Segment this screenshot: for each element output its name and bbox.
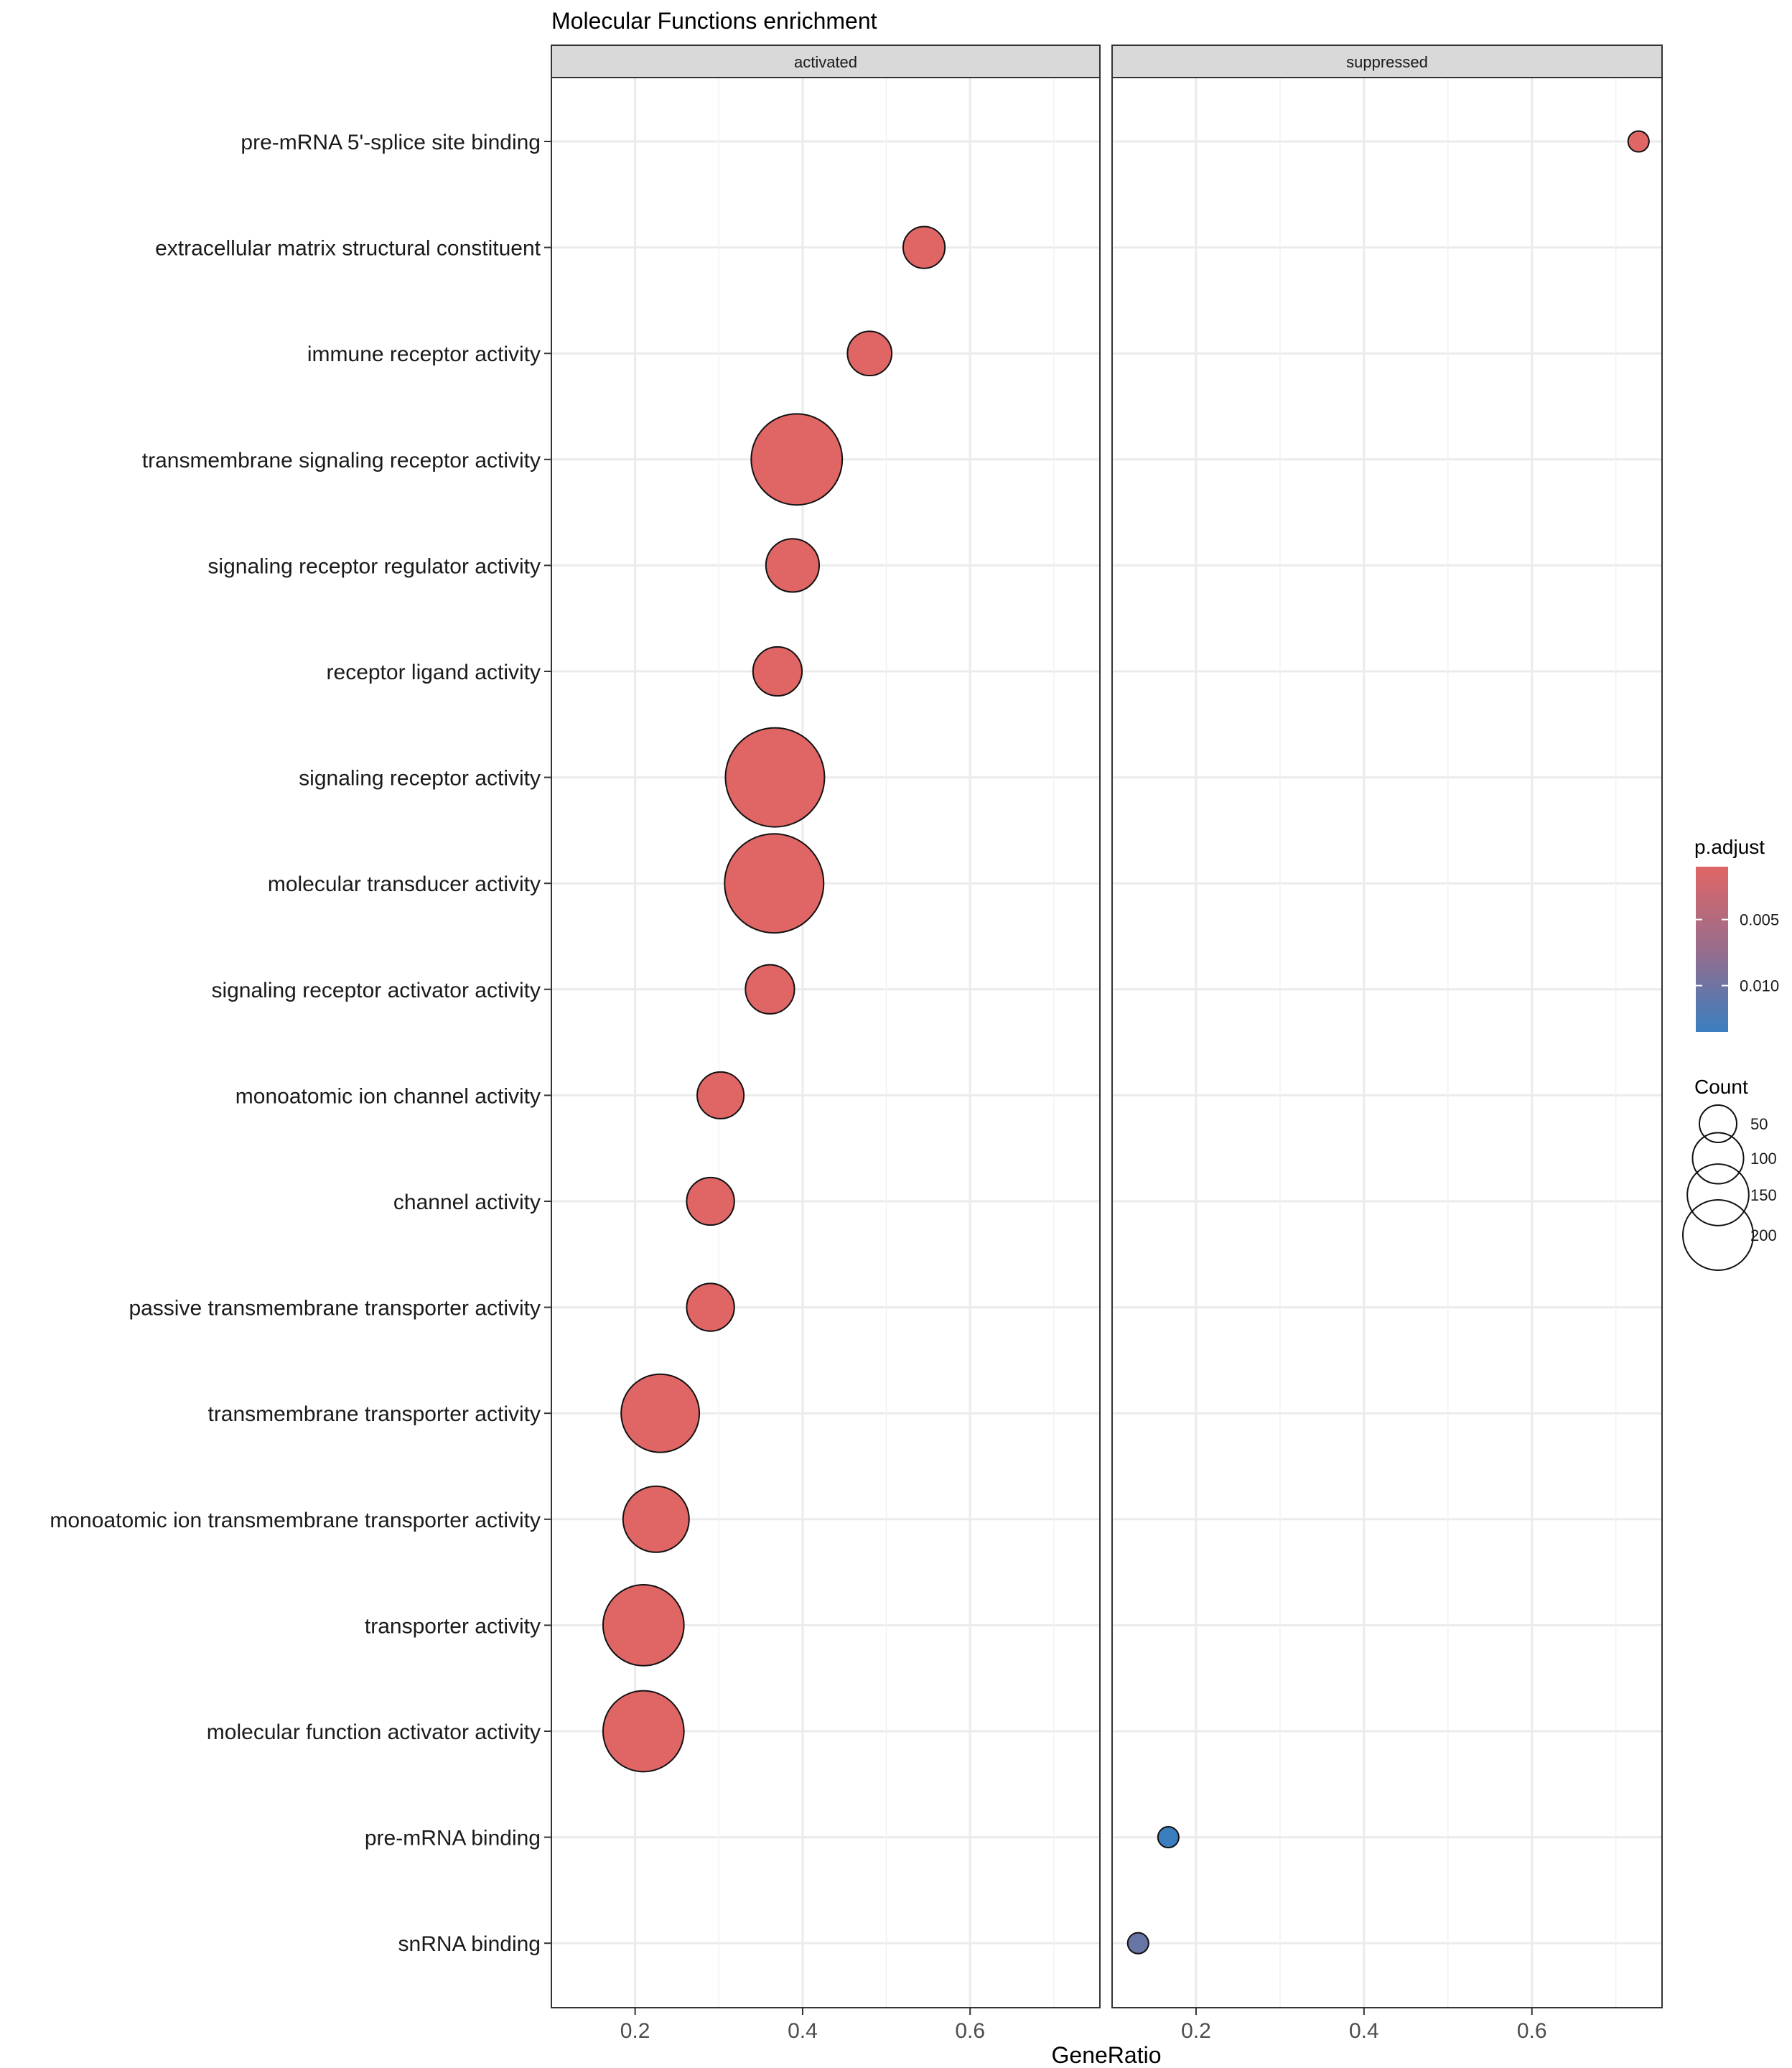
size-legend-circle bbox=[1682, 1199, 1754, 1271]
y-tick-label: molecular transducer activity bbox=[268, 872, 541, 896]
x-tick-label: 0.6 bbox=[1517, 2019, 1547, 2043]
data-point bbox=[750, 413, 844, 506]
size-legend-title: Count bbox=[1694, 1076, 1748, 1098]
x-axis-activated: 0.2 0.4 0.6 bbox=[620, 2008, 985, 2043]
data-point bbox=[622, 1485, 690, 1553]
color-legend-tick-label: 0.010 bbox=[1740, 977, 1779, 995]
x-tick-label: 0.6 bbox=[955, 2019, 985, 2043]
y-tick-label: molecular function activator activity bbox=[207, 1720, 541, 1744]
y-tick-label: transporter activity bbox=[365, 1614, 541, 1638]
size-legend-keys: 50 100 150 200 bbox=[1682, 1104, 1777, 1271]
color-legend-ticks: 0.005 0.010 bbox=[1696, 911, 1779, 995]
data-point bbox=[686, 1176, 735, 1226]
facet-panel-activated: activated 0.2 0.4 0.6 bbox=[551, 45, 1101, 2043]
data-point bbox=[696, 1071, 745, 1119]
color-legend: p.adjust 0.005 0.010 bbox=[1694, 836, 1779, 1032]
data-point bbox=[602, 1584, 685, 1667]
data-point bbox=[1126, 1932, 1149, 1955]
data-point bbox=[724, 833, 825, 934]
grid-lines-suppressed bbox=[1111, 78, 1662, 2008]
y-tick-label: signaling receptor activator activity bbox=[211, 979, 541, 1002]
y-tick-label: signaling receptor activity bbox=[299, 767, 541, 791]
data-point bbox=[602, 1690, 685, 1773]
data-point bbox=[620, 1373, 701, 1453]
x-tick-label: 0.4 bbox=[1349, 2019, 1379, 2043]
size-legend-circle bbox=[1691, 1132, 1745, 1185]
y-tick-label: receptor ligand activity bbox=[327, 661, 541, 684]
data-point bbox=[902, 225, 946, 269]
chart-title: Molecular Functions enrichment bbox=[551, 8, 877, 34]
size-legend-label: 200 bbox=[1750, 1226, 1777, 1244]
color-legend-bar bbox=[1696, 867, 1728, 1032]
points-activated bbox=[602, 225, 946, 1773]
y-tick-label: immune receptor activity bbox=[307, 343, 541, 366]
size-legend-label: 50 bbox=[1750, 1115, 1768, 1133]
x-tick-label: 0.2 bbox=[620, 2019, 650, 2043]
y-tick-label: extracellular matrix structural constitu… bbox=[155, 237, 541, 261]
panel-border-activated bbox=[551, 77, 1101, 2008]
y-tick-label: transmembrane signaling receptor activit… bbox=[142, 449, 541, 472]
facet-strip-activated bbox=[551, 45, 1101, 78]
size-legend-circle bbox=[1686, 1163, 1750, 1226]
data-point bbox=[724, 727, 826, 828]
y-tick-label: monoatomic ion channel activity bbox=[235, 1084, 541, 1108]
y-tick-label: monoatomic ion transmembrane transporter… bbox=[50, 1509, 541, 1532]
panel-border-suppressed bbox=[1111, 77, 1663, 2008]
y-tick-label: signaling receptor regulator activity bbox=[207, 554, 541, 578]
points-suppressed bbox=[1126, 130, 1650, 1955]
facet-strip-label-activated: activated bbox=[794, 53, 857, 71]
data-point bbox=[1627, 130, 1650, 153]
data-point bbox=[765, 538, 821, 593]
x-tick-label: 0.2 bbox=[1181, 2019, 1211, 2043]
x-axis-title: GeneRatio bbox=[1052, 2042, 1162, 2068]
data-point bbox=[752, 646, 803, 697]
data-point bbox=[846, 330, 893, 377]
y-tick-label: channel activity bbox=[393, 1191, 541, 1214]
y-tick-label: passive transmembrane transporter activi… bbox=[129, 1297, 541, 1321]
color-legend-title: p.adjust bbox=[1694, 836, 1765, 858]
data-point bbox=[745, 964, 795, 1015]
data-point bbox=[1157, 1826, 1180, 1849]
facet-strip-label-suppressed: suppressed bbox=[1346, 53, 1428, 71]
size-legend-circle bbox=[1699, 1104, 1737, 1143]
y-tick-label: pre-mRNA 5'-splice site binding bbox=[241, 131, 541, 154]
x-tick-label: 0.4 bbox=[788, 2019, 818, 2043]
y-tick-label: transmembrane transporter activity bbox=[207, 1402, 541, 1426]
size-legend-label: 150 bbox=[1750, 1186, 1777, 1204]
size-legend: Count 50 100 150 200 bbox=[1682, 1076, 1777, 1271]
y-axis-category-labels: pre-mRNA 5'-splice site binding extracell… bbox=[50, 131, 551, 1956]
data-point bbox=[686, 1282, 735, 1332]
y-tick-label: snRNA binding bbox=[398, 1932, 541, 1956]
size-legend-label: 100 bbox=[1750, 1150, 1777, 1168]
facet-panel-suppressed: suppressed 0.2 0.4 0.6 bbox=[1111, 45, 1663, 2043]
x-axis-suppressed: 0.2 0.4 0.6 bbox=[1181, 2008, 1547, 2043]
y-tick-label: pre-mRNA binding bbox=[365, 1827, 541, 1850]
color-legend-tick-label: 0.005 bbox=[1740, 911, 1779, 929]
